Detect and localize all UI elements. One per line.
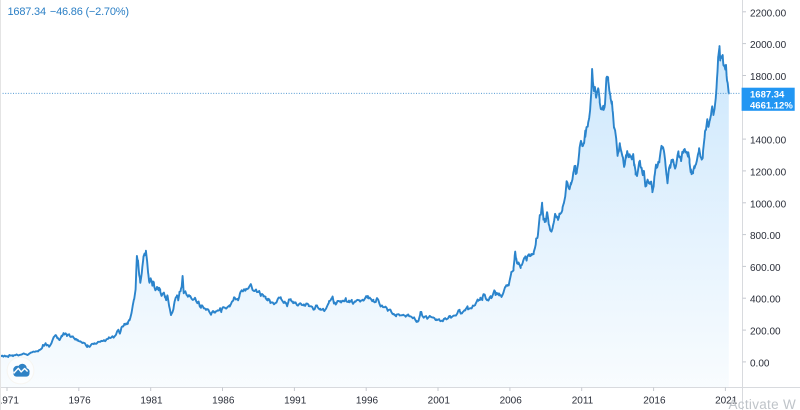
svg-text:1400.00: 1400.00 bbox=[750, 136, 787, 147]
svg-text:200.00: 200.00 bbox=[750, 327, 781, 338]
svg-text:1800.00: 1800.00 bbox=[750, 72, 787, 83]
svg-text:1000.00: 1000.00 bbox=[750, 199, 787, 210]
svg-text:1976: 1976 bbox=[68, 395, 91, 406]
svg-text:2006: 2006 bbox=[500, 395, 523, 406]
svg-text:2011: 2011 bbox=[572, 395, 594, 406]
svg-text:800.00: 800.00 bbox=[750, 231, 781, 242]
svg-text:2200.00: 2200.00 bbox=[750, 8, 787, 19]
svg-text:Activate W: Activate W bbox=[729, 397, 797, 410]
svg-text:600.00: 600.00 bbox=[750, 263, 781, 274]
svg-text:0.00: 0.00 bbox=[750, 358, 770, 369]
svg-text:1981: 1981 bbox=[140, 395, 163, 406]
svg-text:2016: 2016 bbox=[643, 395, 666, 406]
svg-text:1986: 1986 bbox=[212, 395, 235, 406]
svg-text:1687.34 −46.86 (−2.70%): 1687.34 −46.86 (−2.70%) bbox=[8, 6, 129, 18]
svg-text:1687.34: 1687.34 bbox=[750, 89, 785, 100]
svg-text:1200.00: 1200.00 bbox=[750, 167, 787, 178]
svg-text:2001: 2001 bbox=[428, 395, 451, 406]
svg-text:2021: 2021 bbox=[715, 395, 738, 406]
svg-text:1971: 1971 bbox=[0, 395, 19, 406]
svg-text:400.00: 400.00 bbox=[750, 295, 781, 306]
svg-text:2000.00: 2000.00 bbox=[750, 40, 787, 51]
svg-text:1996: 1996 bbox=[356, 395, 379, 406]
svg-text:1991: 1991 bbox=[284, 395, 307, 406]
svg-text:4661.12%: 4661.12% bbox=[750, 101, 793, 112]
